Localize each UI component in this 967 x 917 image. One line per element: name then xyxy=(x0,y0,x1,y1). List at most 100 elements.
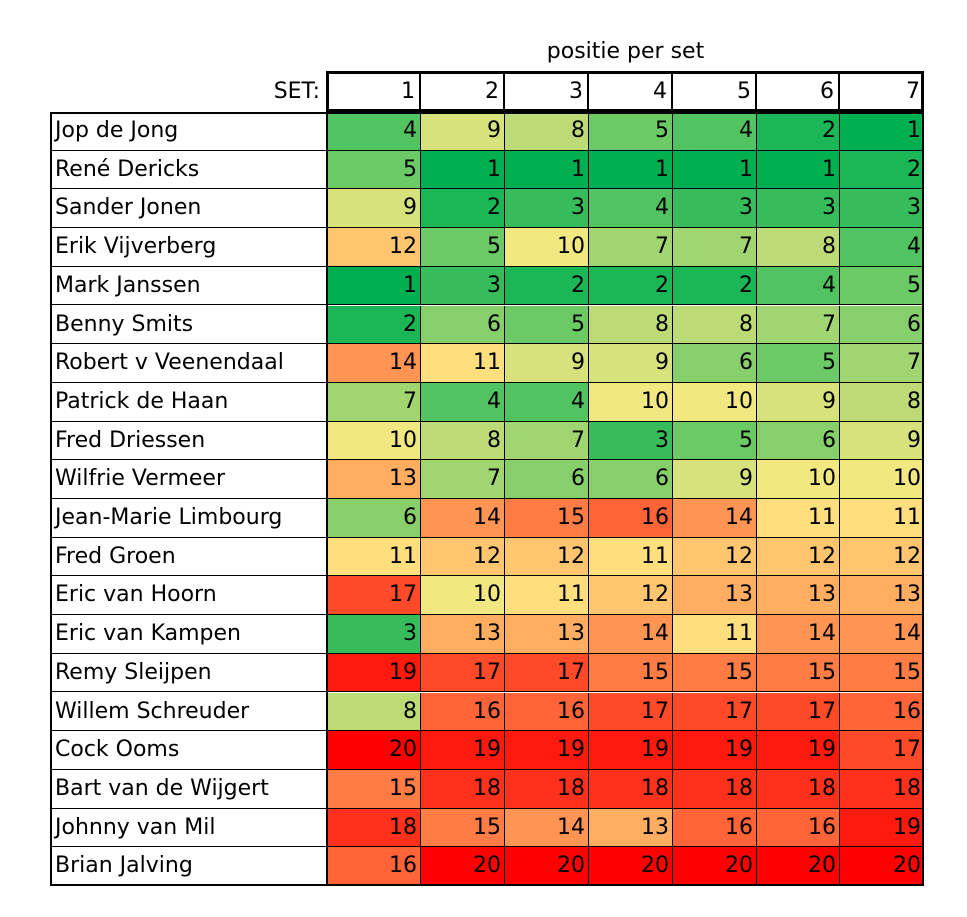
position-cell: 9 xyxy=(840,421,924,461)
position-cell: 16 xyxy=(757,808,840,848)
player-name: Fred Groen xyxy=(50,538,326,577)
position-cell: 10 xyxy=(326,421,421,461)
position-cell: 17 xyxy=(757,692,840,732)
position-cell: 19 xyxy=(840,808,924,848)
player-name: Sander Jonen xyxy=(50,189,326,229)
position-cell: 11 xyxy=(421,344,505,383)
position-cell: 14 xyxy=(421,499,505,538)
position-cell: 3 xyxy=(757,189,840,229)
position-cell: 16 xyxy=(589,499,673,538)
position-cell: 9 xyxy=(505,344,589,383)
position-cell: 6 xyxy=(589,460,673,499)
position-cell: 6 xyxy=(757,421,840,461)
position-cell: 20 xyxy=(673,847,757,886)
position-cell: 10 xyxy=(757,460,840,499)
position-cell: 20 xyxy=(589,847,673,886)
position-cell: 19 xyxy=(757,731,840,770)
player-name: Remy Sleijpen xyxy=(50,654,326,693)
position-cell: 7 xyxy=(326,382,421,422)
position-cell: 13 xyxy=(757,576,840,616)
position-cell: 16 xyxy=(505,692,589,732)
player-name: René Dericks xyxy=(50,151,326,190)
position-cell: 13 xyxy=(673,576,757,616)
position-cell: 17 xyxy=(326,576,421,616)
position-cell: 12 xyxy=(589,576,673,616)
position-cell: 15 xyxy=(421,808,505,848)
position-cell: 8 xyxy=(757,228,840,267)
position-cell: 2 xyxy=(673,266,757,306)
position-cell: 20 xyxy=(757,847,840,886)
position-cell: 8 xyxy=(589,305,673,345)
position-cell: 12 xyxy=(840,537,924,577)
position-cell: 6 xyxy=(421,305,505,345)
position-cell: 17 xyxy=(840,731,924,770)
position-cell: 19 xyxy=(326,653,421,693)
position-cell: 19 xyxy=(421,731,505,770)
position-cell: 14 xyxy=(757,615,840,654)
position-cell: 6 xyxy=(673,344,757,383)
position-cell: 17 xyxy=(673,692,757,732)
position-cell: 11 xyxy=(757,499,840,538)
position-cell: 16 xyxy=(673,808,757,848)
position-cell: 1 xyxy=(673,150,757,190)
position-cell: 1 xyxy=(757,150,840,190)
position-cell: 5 xyxy=(326,150,421,190)
position-cell: 16 xyxy=(840,692,924,732)
player-name: Fred Driessen xyxy=(50,422,326,461)
player-name: Willem Schreuder xyxy=(50,693,326,732)
position-cell: 20 xyxy=(421,847,505,886)
position-cell: 7 xyxy=(589,228,673,267)
position-cell: 20 xyxy=(505,847,589,886)
position-cell: 9 xyxy=(326,189,421,229)
position-cell: 3 xyxy=(840,189,924,229)
player-name: Mark Janssen xyxy=(50,267,326,306)
position-cell: 4 xyxy=(589,189,673,229)
position-cell: 1 xyxy=(589,150,673,190)
player-name: Wilfrie Vermeer xyxy=(50,460,326,499)
position-cell: 3 xyxy=(589,421,673,461)
position-cell: 20 xyxy=(326,731,421,770)
position-cell: 1 xyxy=(421,150,505,190)
position-cell: 16 xyxy=(421,692,505,732)
position-cell: 12 xyxy=(757,537,840,577)
position-cell: 6 xyxy=(840,305,924,345)
position-cell: 4 xyxy=(757,266,840,306)
position-cell: 12 xyxy=(673,537,757,577)
position-cell: 3 xyxy=(505,189,589,229)
player-name: Jop de Jong xyxy=(50,112,326,151)
position-cell: 4 xyxy=(840,228,924,267)
player-name: Jean-Marie Limbourg xyxy=(50,499,326,538)
player-name: Cock Ooms xyxy=(50,731,326,770)
position-cell: 2 xyxy=(840,150,924,190)
position-cell: 9 xyxy=(589,344,673,383)
set-header-7: 7 xyxy=(840,71,924,112)
position-cell: 4 xyxy=(326,112,421,151)
position-cell: 11 xyxy=(326,537,421,577)
position-cell: 14 xyxy=(326,344,421,383)
position-cell: 10 xyxy=(673,382,757,422)
position-cell: 9 xyxy=(421,112,505,151)
position-cell: 13 xyxy=(589,808,673,848)
position-cell: 14 xyxy=(589,615,673,654)
position-cell: 10 xyxy=(505,228,589,267)
position-cell: 10 xyxy=(589,382,673,422)
position-cell: 14 xyxy=(505,808,589,848)
position-cell: 8 xyxy=(673,305,757,345)
position-cell: 18 xyxy=(757,769,840,809)
position-cell: 2 xyxy=(757,112,840,151)
position-cell: 10 xyxy=(840,460,924,499)
position-cell: 15 xyxy=(326,769,421,809)
position-cell: 6 xyxy=(326,499,421,538)
position-cell: 16 xyxy=(326,847,421,886)
position-cell: 13 xyxy=(505,615,589,654)
position-cell: 7 xyxy=(673,228,757,267)
player-name: Johnny van Mil xyxy=(50,809,326,848)
set-header-3: 3 xyxy=(505,71,589,112)
position-cell: 5 xyxy=(505,305,589,345)
position-cell: 8 xyxy=(505,112,589,151)
position-cell: 11 xyxy=(840,499,924,538)
position-cell: 14 xyxy=(840,615,924,654)
position-cell: 2 xyxy=(589,266,673,306)
position-cell: 5 xyxy=(757,344,840,383)
set-header-1: 1 xyxy=(326,71,421,112)
